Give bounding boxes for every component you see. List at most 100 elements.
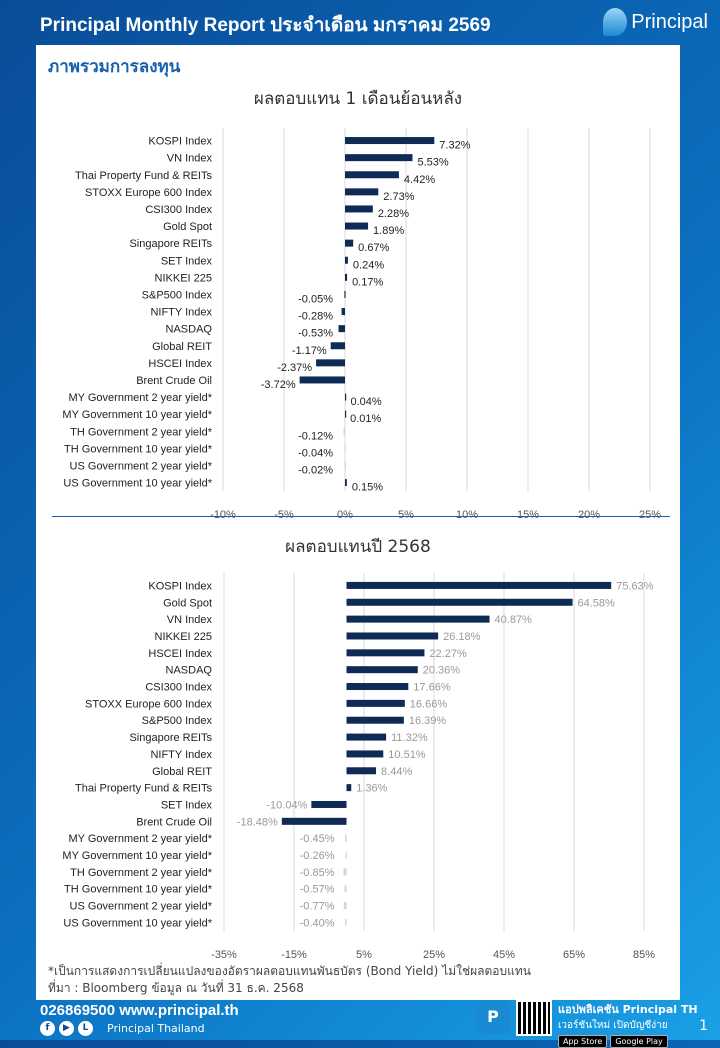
category-label: MY Government 10 year yield* xyxy=(62,850,212,862)
data-label: 0.17% xyxy=(352,276,383,288)
bar xyxy=(345,188,379,196)
data-label: 4.42% xyxy=(404,174,435,186)
bar xyxy=(341,308,345,316)
data-label: -0.77% xyxy=(300,901,335,913)
category-label: US Government 10 year yield* xyxy=(63,478,212,490)
data-label: 5.53% xyxy=(417,157,448,169)
logo-icon xyxy=(603,8,628,36)
category-label: NIFTY Index xyxy=(150,307,212,319)
bar xyxy=(346,598,573,606)
category-label: Brent Crude Oil xyxy=(136,375,212,387)
category-label: CSI300 Index xyxy=(145,682,212,694)
qr-code xyxy=(516,1000,552,1036)
data-label: 20.36% xyxy=(423,665,461,677)
contact-info[interactable]: 026869500 www.principal.th xyxy=(40,1002,239,1019)
x-tick-label: 5% xyxy=(356,949,372,961)
category-label: VN Index xyxy=(167,153,213,165)
bar xyxy=(346,683,409,691)
data-label: 75.63% xyxy=(616,580,654,592)
category-label: TH Government 10 year yield* xyxy=(64,443,213,455)
data-label: -0.45% xyxy=(300,833,335,845)
category-label: NIKKEI 225 xyxy=(155,272,212,284)
x-tick-label: -35% xyxy=(211,949,237,961)
data-label: 0.01% xyxy=(350,413,381,425)
x-tick-label: 15% xyxy=(517,509,539,521)
category-label: US Government 2 year yield* xyxy=(70,460,213,472)
x-tick-label: 10% xyxy=(456,509,478,521)
data-label: 22.27% xyxy=(429,648,467,660)
data-label: 17.66% xyxy=(413,682,451,694)
bar xyxy=(345,154,413,162)
category-label: Thai Property Fund & REITs xyxy=(75,170,212,182)
footnote: *เป็นการแสดงการเปลี่ยนแปลงของอัตราผลตอบแ… xyxy=(48,963,531,997)
category-label: TH Government 2 year yield* xyxy=(70,867,213,879)
bar xyxy=(345,479,347,487)
category-label: Gold Spot xyxy=(163,597,212,609)
x-tick-label: 85% xyxy=(633,949,655,961)
youtube-icon[interactable]: ▶ xyxy=(59,1021,74,1036)
data-label: 2.28% xyxy=(378,208,409,220)
data-label: -0.05% xyxy=(298,293,333,305)
bar xyxy=(345,393,347,401)
category-label: STOXX Europe 600 Index xyxy=(85,187,212,199)
data-label: -18.48% xyxy=(237,816,278,828)
app-store-badge[interactable]: App Store xyxy=(558,1035,608,1048)
bar xyxy=(346,699,405,707)
category-label: Brent Crude Oil xyxy=(136,816,212,828)
app-promo: P แอปพลิเคชัน Principal TH เวอร์ชันใหม่ เ… xyxy=(476,1000,698,1048)
data-label: -0.02% xyxy=(298,464,333,476)
data-label: -0.12% xyxy=(298,430,333,442)
category-label: Global REIT xyxy=(152,341,212,353)
facebook-icon[interactable]: f xyxy=(40,1021,55,1036)
data-label: 11.32% xyxy=(391,732,428,744)
data-label: 7.32% xyxy=(439,140,470,152)
data-label: 16.39% xyxy=(409,715,447,727)
line-icon[interactable]: L xyxy=(78,1021,93,1036)
category-label: MY Government 10 year yield* xyxy=(62,409,212,421)
bar xyxy=(346,767,377,775)
category-label: MY Government 2 year yield* xyxy=(69,392,213,404)
category-label: US Government 2 year yield* xyxy=(70,901,213,913)
bar xyxy=(345,137,435,145)
bar xyxy=(344,885,347,893)
category-label: KOSPI Index xyxy=(148,136,212,148)
bar xyxy=(346,716,404,724)
data-label: 8.44% xyxy=(381,766,412,778)
category-label: US Government 10 year yield* xyxy=(63,917,212,929)
category-label: S&P500 Index xyxy=(142,289,213,301)
category-label: HSCEI Index xyxy=(148,648,212,660)
data-label: -10.04% xyxy=(266,799,307,811)
bar xyxy=(299,376,345,384)
chart1-title: ผลตอบแทน 1 เดือนย้อนหลัง xyxy=(253,89,463,109)
chart-2568-returns: -35% -15% 5% 25% 45% 65% 85% KOSPI Index 75.63% G… xyxy=(62,573,655,961)
principal-app-icon[interactable]: P xyxy=(476,1000,510,1034)
x-tick-label: -5% xyxy=(274,509,294,521)
app-title: แอปพลิเคชัน Principal TH xyxy=(558,1003,698,1016)
bar xyxy=(345,222,369,230)
bar xyxy=(345,273,348,281)
bar xyxy=(330,342,345,350)
data-label: -0.53% xyxy=(298,328,333,340)
bar xyxy=(344,461,346,469)
bar xyxy=(345,410,347,418)
data-label: -1.17% xyxy=(292,345,327,357)
social-name: Principal Thailand xyxy=(107,1022,205,1035)
category-label: SET Index xyxy=(161,255,213,267)
category-label: NIKKEI 225 xyxy=(155,631,212,643)
bar xyxy=(346,733,387,741)
data-label: 0.04% xyxy=(350,396,381,408)
bar xyxy=(345,918,347,926)
bar xyxy=(311,800,347,808)
category-label: Global REIT xyxy=(152,766,212,778)
bond-yield-note: *เป็นการแสดงการเปลี่ยนแปลงของอัตราผลตอบแ… xyxy=(48,964,531,978)
data-label: 64.58% xyxy=(578,597,616,609)
data-label: -0.28% xyxy=(298,311,333,323)
data-label: -2.37% xyxy=(277,362,312,374)
data-label: 1.36% xyxy=(356,783,387,795)
google-play-badge[interactable]: Google Play xyxy=(610,1035,668,1048)
category-label: Thai Property Fund & REITs xyxy=(75,783,212,795)
bar xyxy=(346,750,384,758)
data-label: -0.85% xyxy=(300,867,335,879)
bar xyxy=(344,290,346,298)
x-tick-label: 0% xyxy=(337,509,353,521)
